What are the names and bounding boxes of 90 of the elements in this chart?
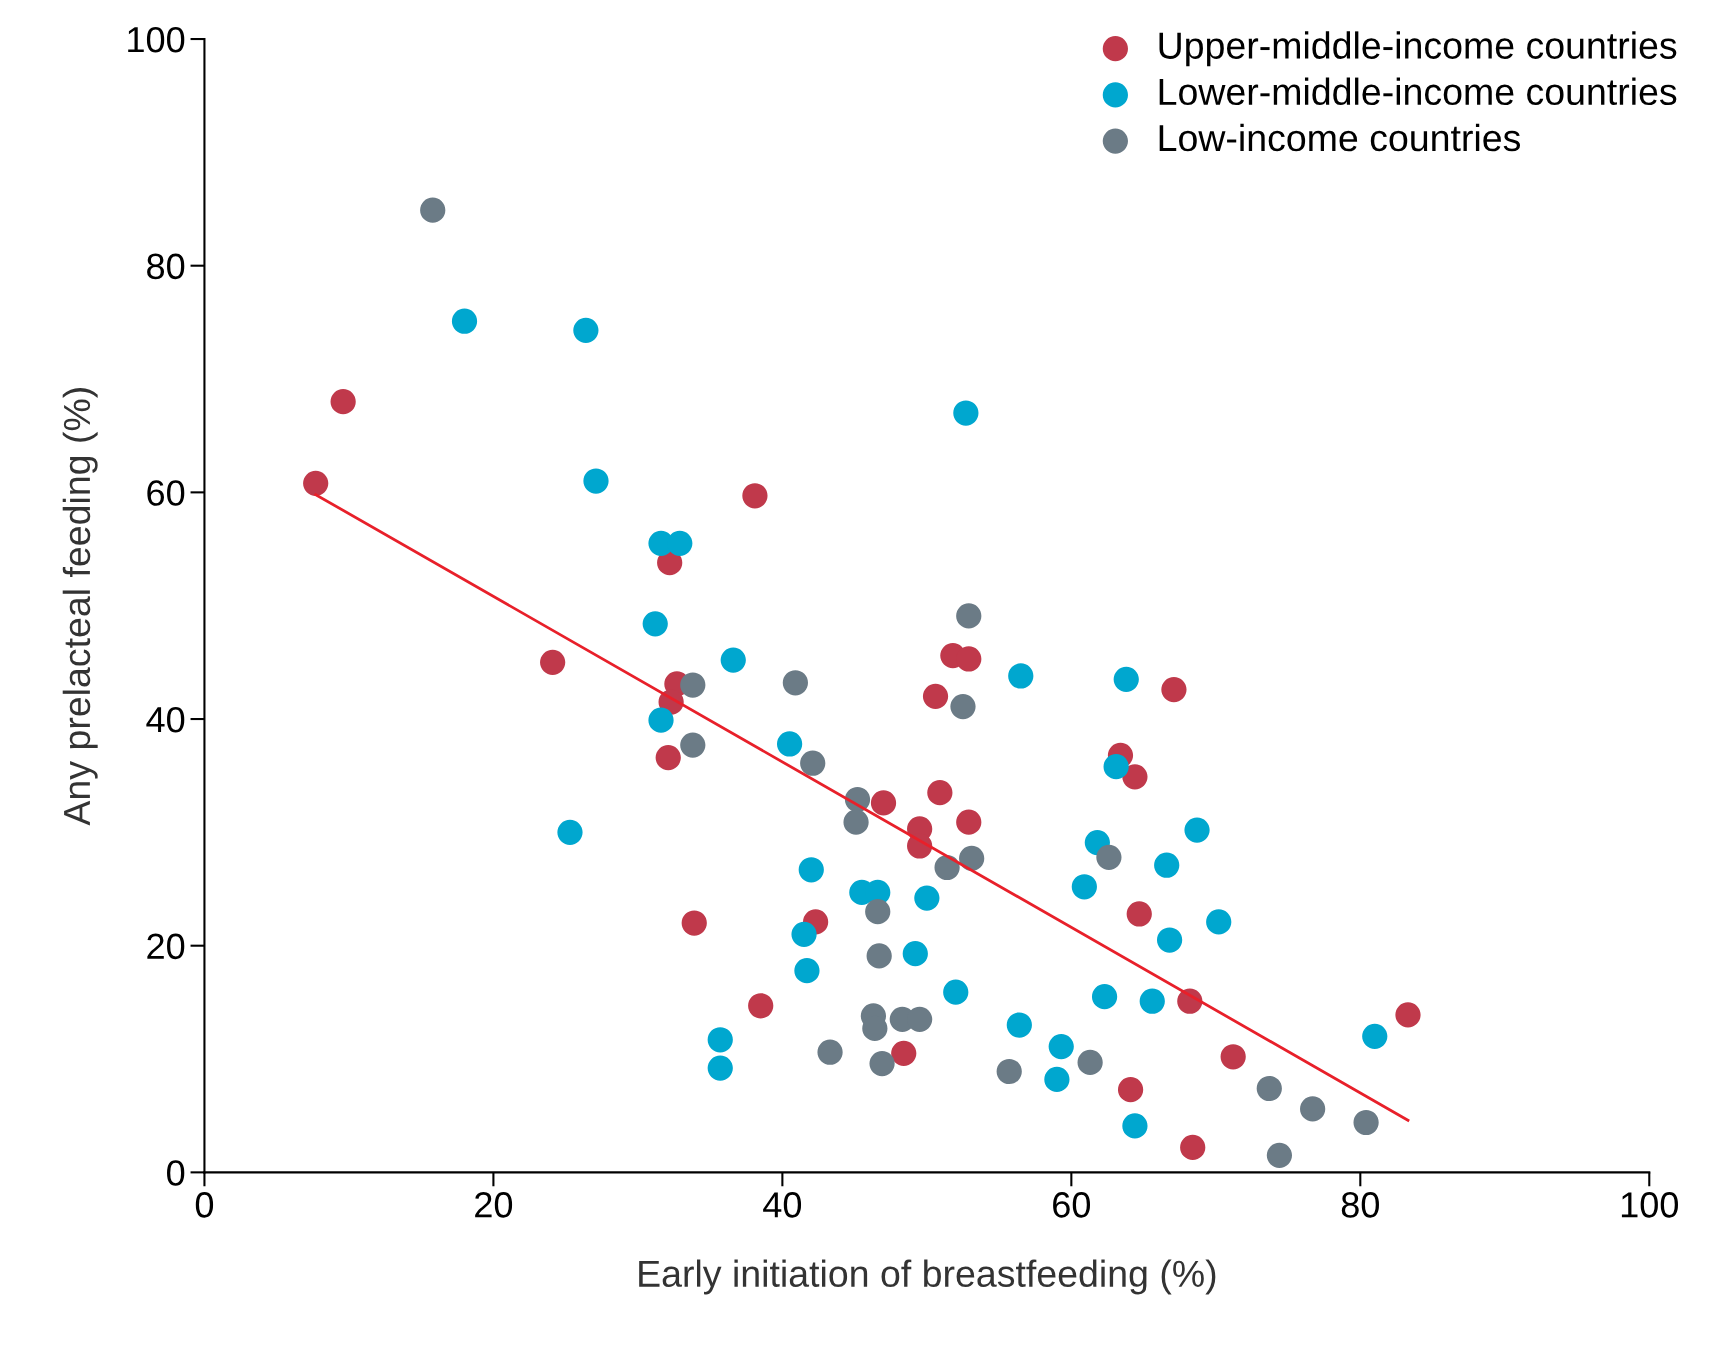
point (648, 707, 674, 733)
point (1362, 1023, 1388, 1049)
point (742, 483, 768, 509)
point (1122, 1113, 1148, 1139)
point (557, 819, 583, 845)
point (540, 649, 566, 675)
point (1139, 988, 1165, 1014)
point (330, 389, 356, 415)
point (800, 750, 826, 776)
point (707, 1027, 733, 1053)
point (1122, 764, 1148, 790)
point (870, 790, 897, 816)
point (956, 646, 982, 672)
point (1180, 1134, 1206, 1161)
x-tick-label: 80 (1341, 1192, 1379, 1218)
point (943, 979, 969, 1005)
y-tick-label: 100 (128, 26, 185, 53)
point (573, 317, 599, 343)
point (1126, 901, 1152, 927)
point (1113, 666, 1139, 692)
point (959, 845, 985, 872)
point (1091, 984, 1118, 1010)
point (1156, 927, 1183, 953)
point (720, 647, 746, 673)
point (1044, 1066, 1070, 1093)
x-axis-title: Early initiation of breastfeeding (%) (639, 1259, 1216, 1295)
point (1008, 663, 1034, 689)
x-tick-label: 100 (1621, 1192, 1678, 1218)
point (902, 941, 928, 967)
point (794, 958, 820, 984)
point (1184, 817, 1210, 843)
point (996, 1058, 1022, 1085)
point (748, 993, 774, 1019)
point (1154, 852, 1180, 878)
point (420, 197, 446, 223)
point (1048, 1033, 1074, 1060)
legend-label: Upper-middle-income countries (1159, 31, 1677, 67)
point (869, 1050, 895, 1077)
point (707, 1055, 733, 1081)
y-tick-label: 0 (167, 1160, 185, 1186)
y-tick-label: 40 (146, 706, 185, 733)
y-tick-label: 80 (147, 253, 185, 280)
y-tick-label: 20 (147, 933, 185, 960)
legend-label: Low-income countries (1159, 123, 1521, 152)
point (866, 943, 892, 969)
point (950, 693, 976, 720)
point (817, 1039, 843, 1065)
point (1117, 1077, 1144, 1103)
x-tick-label: 20 (475, 1192, 513, 1218)
point (1256, 1075, 1282, 1102)
point (956, 603, 982, 629)
point (681, 910, 707, 936)
point (680, 732, 706, 758)
point (798, 857, 824, 883)
point (1071, 874, 1097, 900)
point (1353, 1109, 1379, 1136)
point (303, 470, 329, 496)
point (680, 672, 706, 698)
point (776, 731, 803, 757)
point (782, 670, 808, 696)
point (1300, 1096, 1326, 1122)
point (791, 921, 817, 947)
point (953, 400, 979, 426)
point (1096, 844, 1122, 870)
point (914, 885, 940, 911)
point (1006, 1012, 1032, 1038)
point (655, 744, 681, 771)
point (865, 899, 891, 925)
point (1220, 1044, 1246, 1070)
point (1266, 1142, 1293, 1168)
point (956, 809, 982, 835)
point (1103, 754, 1129, 780)
point (583, 468, 609, 494)
point (927, 780, 953, 806)
point (922, 683, 949, 709)
x-tick-label: 60 (1053, 1192, 1091, 1218)
point (667, 530, 693, 556)
point (843, 809, 869, 835)
point (451, 308, 478, 334)
point (1395, 1002, 1421, 1028)
y-axis-title: Any prelacteal feeding (%) (62, 388, 98, 826)
point (1161, 676, 1187, 703)
point (891, 1040, 917, 1066)
y-tick-label: 60 (147, 480, 185, 506)
point (642, 611, 668, 637)
point (1206, 909, 1232, 935)
point (1077, 1049, 1103, 1076)
x-tick-label: 0 (195, 1192, 214, 1218)
legend-label: Lower-middle-income countries (1159, 77, 1677, 106)
x-tick-label: 40 (763, 1192, 802, 1218)
